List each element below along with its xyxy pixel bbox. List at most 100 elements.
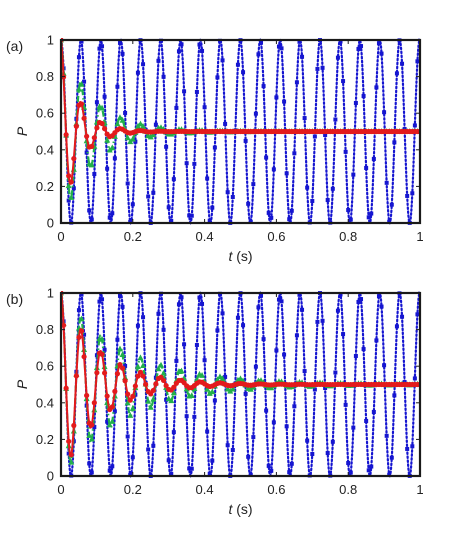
data-point (79, 39, 84, 44)
data-point (135, 373, 141, 379)
data-point (124, 399, 131, 406)
data-point (282, 352, 287, 357)
data-point (114, 371, 121, 377)
data-point (271, 167, 276, 172)
data-point (92, 172, 97, 177)
data-point (156, 58, 161, 63)
y-tick-label: 1 (47, 33, 54, 48)
data-point (369, 211, 374, 216)
data-point (63, 385, 69, 391)
data-point (353, 100, 358, 105)
data-point (279, 46, 284, 51)
data-point (192, 161, 197, 166)
data-point (235, 62, 240, 67)
data-point (117, 40, 122, 45)
data-point (369, 464, 374, 469)
data-point (251, 435, 256, 440)
data-point (66, 198, 71, 203)
data-point (351, 425, 356, 430)
data-point (225, 190, 230, 195)
data-point (107, 468, 112, 473)
data-point (256, 305, 261, 310)
data-point (292, 151, 297, 156)
data-point (79, 292, 84, 297)
data-point (341, 332, 346, 337)
data-point (200, 48, 205, 53)
x-tick-label: 0.8 (339, 229, 357, 244)
data-point (155, 365, 162, 372)
data-point (364, 418, 369, 423)
data-point (130, 393, 136, 399)
data-point (187, 213, 192, 218)
data-point (68, 179, 74, 185)
data-point (271, 420, 276, 425)
data-point (105, 166, 110, 171)
data-point (219, 375, 226, 382)
data-point (65, 182, 72, 189)
data-point (73, 373, 79, 379)
data-point (287, 470, 292, 475)
y-tick-label: 0.4 (36, 142, 54, 157)
data-point (206, 390, 213, 396)
data-point (66, 438, 72, 444)
data-point (94, 125, 100, 131)
data-point (199, 372, 206, 378)
y-axis-label: P (14, 379, 30, 389)
data-point (197, 295, 202, 300)
data-point (287, 217, 292, 222)
data-point (215, 328, 220, 333)
data-point (115, 337, 120, 342)
data-point (88, 161, 95, 168)
data-point (182, 89, 187, 94)
data-point (266, 210, 271, 215)
data-point (125, 434, 130, 439)
data-point (125, 181, 130, 186)
data-point (151, 443, 156, 448)
data-point (294, 333, 299, 338)
data-point (202, 105, 207, 110)
data-point (184, 414, 189, 419)
data-point (325, 198, 330, 203)
data-point (161, 74, 166, 79)
data-point (153, 381, 159, 387)
y-axis-label: P (14, 126, 30, 136)
y-tick-label: 0.8 (36, 69, 54, 84)
x-axis-unit: (s) (232, 248, 252, 264)
data-point (302, 369, 307, 374)
data-point (158, 361, 165, 368)
data-point (312, 134, 317, 139)
data-point (289, 208, 294, 213)
data-point (73, 123, 79, 129)
data-point (129, 135, 136, 142)
data-point (243, 138, 248, 143)
data-point (274, 348, 279, 353)
x-axis-unit: (s) (232, 501, 252, 517)
data-point (145, 397, 152, 404)
data-point (382, 110, 387, 115)
data-point (366, 215, 371, 220)
data-point (333, 370, 338, 375)
panel-b: 0 0.2 0.4 0.6 0.8 1 0 0.2 0.4 0.6 0.8 1 t (s) P (b) (6, 286, 424, 518)
data-point (387, 219, 392, 224)
data-point (351, 172, 356, 177)
data-point (256, 52, 261, 57)
data-point (119, 365, 126, 371)
data-point (353, 353, 358, 358)
data-point (75, 85, 82, 92)
data-point (151, 190, 156, 195)
data-point (116, 114, 123, 121)
data-point (341, 79, 346, 84)
data-point (124, 134, 131, 141)
data-point (359, 44, 364, 49)
data-point (200, 301, 205, 306)
data-point (192, 414, 197, 419)
series-red (61, 291, 420, 458)
data-point (220, 311, 225, 316)
data-point (141, 62, 146, 67)
data-point (269, 215, 274, 220)
data-point (392, 140, 397, 145)
data-point (320, 318, 325, 323)
data-point (356, 46, 361, 51)
data-point (112, 388, 118, 394)
